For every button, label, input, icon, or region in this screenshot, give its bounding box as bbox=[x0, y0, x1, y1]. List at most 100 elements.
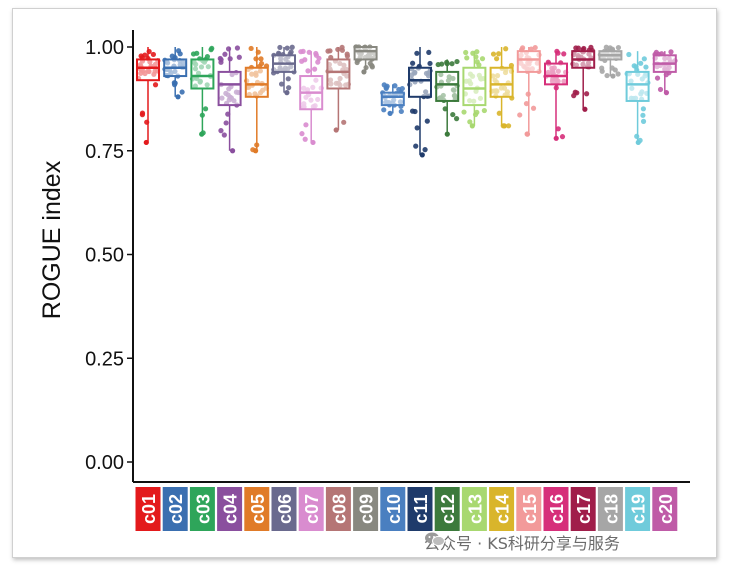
x-tick-label-c19: c19 bbox=[629, 494, 649, 524]
point-c12 bbox=[453, 116, 460, 122]
point-c13 bbox=[467, 119, 473, 125]
box-c10 bbox=[380, 91, 405, 107]
chart-marks bbox=[135, 44, 678, 158]
point-c01 bbox=[152, 82, 159, 88]
strip-c04 bbox=[217, 487, 243, 531]
point-c06 bbox=[289, 44, 295, 50]
box-c03 bbox=[190, 58, 215, 90]
box-group-c14 bbox=[489, 46, 515, 129]
point-c20 bbox=[654, 75, 661, 81]
point-c10 bbox=[381, 107, 387, 113]
x-tick-label-c08: c08 bbox=[329, 494, 349, 524]
point-c18 bbox=[615, 71, 621, 77]
box-group-c17 bbox=[570, 44, 596, 112]
point-c11 bbox=[414, 50, 420, 56]
strip-c08 bbox=[325, 487, 351, 531]
point-c19 bbox=[640, 118, 647, 124]
point-c09 bbox=[367, 60, 373, 67]
point-c13 bbox=[479, 56, 486, 62]
point-c17 bbox=[573, 45, 579, 51]
y-tick-label-0: 0.00 bbox=[85, 452, 124, 474]
point-c17 bbox=[588, 44, 594, 50]
box-group-c04 bbox=[217, 45, 242, 154]
strip-c11 bbox=[407, 487, 433, 531]
point-c05 bbox=[248, 45, 254, 52]
point-c12 bbox=[435, 61, 441, 68]
point-c07 bbox=[302, 136, 308, 142]
point-c10 bbox=[398, 108, 404, 115]
point-c13 bbox=[463, 49, 469, 56]
point-min-c04 bbox=[229, 148, 236, 154]
x-tick-label-c02: c02 bbox=[166, 494, 186, 524]
box-group-c20 bbox=[652, 49, 678, 96]
point-c06 bbox=[286, 85, 292, 91]
point-c13 bbox=[461, 109, 467, 115]
point-c17 bbox=[584, 91, 590, 97]
point-c19 bbox=[626, 51, 632, 58]
point-c11 bbox=[424, 118, 430, 124]
point-c13 bbox=[464, 55, 470, 61]
point-min-c11 bbox=[419, 152, 425, 158]
point-c14 bbox=[496, 51, 502, 57]
point-c13 bbox=[476, 62, 482, 68]
point-c20 bbox=[657, 86, 664, 93]
point-min-c13 bbox=[469, 123, 475, 129]
point-c04 bbox=[222, 51, 228, 57]
box-c09 bbox=[353, 46, 378, 61]
x-tick-label-c20: c20 bbox=[656, 494, 676, 524]
strip-c12 bbox=[434, 487, 460, 531]
box-group-c18 bbox=[597, 44, 623, 79]
point-c19 bbox=[643, 64, 649, 70]
point-c19 bbox=[638, 60, 644, 66]
y-tick-label-1: 0.25 bbox=[85, 348, 124, 370]
x-tick-label-c12: c12 bbox=[438, 494, 458, 524]
strip-c17 bbox=[570, 487, 596, 531]
point-c11 bbox=[414, 125, 420, 131]
point-c12 bbox=[450, 111, 456, 118]
point-c04 bbox=[225, 46, 232, 52]
point-c08 bbox=[327, 48, 333, 54]
chart-frame bbox=[12, 8, 717, 558]
point-c18 bbox=[612, 67, 618, 73]
point-c07 bbox=[303, 122, 309, 128]
strip-c06 bbox=[271, 487, 297, 531]
point-c07 bbox=[305, 68, 311, 74]
point-c04 bbox=[236, 54, 242, 60]
box-c12 bbox=[435, 70, 460, 102]
strip-c14 bbox=[489, 487, 515, 531]
point-c04 bbox=[234, 45, 241, 51]
point-c04 bbox=[218, 128, 224, 134]
point-c19 bbox=[634, 133, 640, 139]
point-c16 bbox=[559, 134, 566, 140]
point-c05 bbox=[258, 60, 265, 67]
x-tick-label-c01: c01 bbox=[139, 494, 159, 524]
box-c15 bbox=[516, 50, 541, 73]
y-tick-label-3: 0.75 bbox=[85, 141, 124, 163]
point-c06 bbox=[285, 76, 291, 82]
point-c06 bbox=[288, 49, 294, 55]
x-tick-label-c06: c06 bbox=[275, 494, 295, 524]
point-c20 bbox=[668, 49, 674, 55]
point-c11 bbox=[422, 147, 428, 153]
strip-c16 bbox=[543, 487, 569, 531]
y-axis-title: ROGUE index bbox=[38, 160, 66, 319]
point-c18 bbox=[615, 44, 622, 51]
box-c13 bbox=[462, 66, 487, 107]
point-c11 bbox=[427, 60, 433, 67]
strip-c10 bbox=[380, 487, 406, 531]
point-c14 bbox=[505, 123, 512, 129]
point-c18 bbox=[603, 44, 609, 50]
point-c17 bbox=[572, 89, 578, 95]
point-c02 bbox=[169, 53, 175, 59]
point-c19 bbox=[640, 112, 646, 118]
watermark-text: 公众号 · KS科研分享与服务 bbox=[424, 534, 620, 553]
box-c19 bbox=[625, 70, 650, 102]
strip-c02 bbox=[162, 487, 188, 531]
point-c11 bbox=[413, 143, 419, 149]
point-c13 bbox=[481, 107, 487, 114]
point-c11 bbox=[410, 60, 416, 66]
box-group-c19 bbox=[624, 51, 651, 146]
wechat-icon bbox=[425, 532, 445, 547]
point-c18 bbox=[599, 68, 605, 74]
point-c01 bbox=[139, 110, 146, 116]
